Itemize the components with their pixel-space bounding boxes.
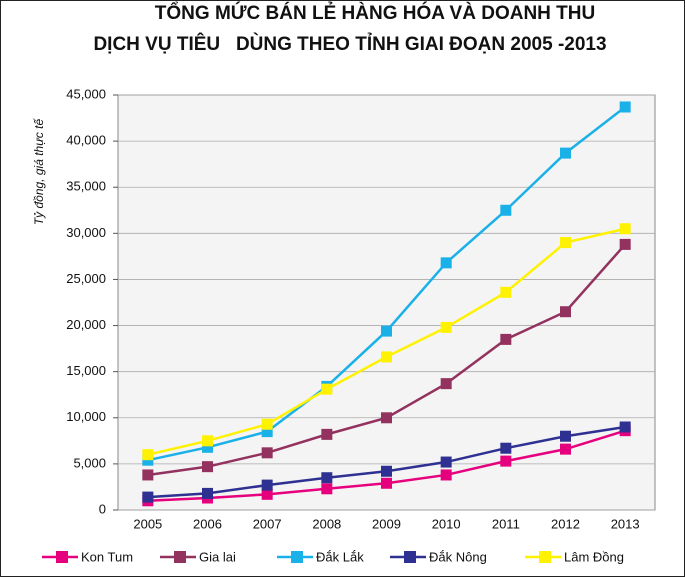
chart-title: DỊCH VỤ TIÊU DÙNG THEO TỈNH GIAI ĐOẠN 20… xyxy=(93,33,606,55)
x-tick-label: 2012 xyxy=(551,516,580,531)
x-tick-label: 2007 xyxy=(253,516,282,531)
point xyxy=(142,469,154,481)
point xyxy=(560,443,571,455)
x-tick-label: 2013 xyxy=(611,516,640,531)
point xyxy=(261,447,273,459)
point xyxy=(440,378,452,390)
point xyxy=(560,147,571,159)
point xyxy=(381,351,392,363)
point xyxy=(500,286,512,298)
legend-marker xyxy=(404,551,416,563)
legend-marker xyxy=(539,551,551,563)
point xyxy=(500,455,512,467)
point xyxy=(440,456,452,468)
legend-marker xyxy=(291,551,303,563)
legend-label: Gia lai xyxy=(199,549,236,564)
point xyxy=(321,472,333,484)
legend-label: Đắk Nông xyxy=(429,549,487,564)
y-tick-label: 15,000 xyxy=(66,363,106,378)
point xyxy=(560,430,571,442)
point xyxy=(500,442,512,454)
legend-label: Đắk Lắk xyxy=(316,549,364,564)
point xyxy=(261,488,273,500)
y-tick-label: 0 xyxy=(99,501,106,516)
point xyxy=(440,257,452,269)
point xyxy=(500,204,512,216)
x-tick-label: 2005 xyxy=(133,516,162,531)
point xyxy=(202,435,213,447)
point xyxy=(142,449,154,461)
chart-title: TỔNG MỨC BÁN LẺ HÀNG HÓA VÀ DOANH THU xyxy=(155,2,595,24)
point xyxy=(619,238,631,250)
point xyxy=(142,491,154,503)
legend-marker xyxy=(174,551,186,563)
legend-marker xyxy=(56,551,68,563)
x-tick-label: 2008 xyxy=(312,516,341,531)
point xyxy=(381,477,392,489)
x-tick-label: 2009 xyxy=(372,516,401,531)
y-tick-label: 10,000 xyxy=(66,409,106,424)
y-tick-label: 20,000 xyxy=(66,317,106,332)
y-axis-label: Tỷ đồng, giá thực tế xyxy=(32,118,46,226)
point xyxy=(381,465,392,477)
point xyxy=(440,321,452,333)
y-tick-label: 35,000 xyxy=(66,179,106,194)
point xyxy=(381,412,392,424)
point xyxy=(261,426,273,438)
point xyxy=(321,428,333,440)
legend-label: Lâm Đồng xyxy=(564,549,624,564)
point xyxy=(261,418,273,430)
x-tick-label: 2006 xyxy=(193,516,222,531)
point xyxy=(440,469,452,481)
point xyxy=(619,223,631,235)
point xyxy=(321,383,333,395)
point xyxy=(202,461,213,473)
y-tick-label: 30,000 xyxy=(66,225,106,240)
point xyxy=(560,306,571,318)
point xyxy=(321,483,333,495)
point xyxy=(560,237,571,249)
point xyxy=(381,325,392,337)
y-tick-label: 25,000 xyxy=(66,271,106,286)
x-tick-label: 2010 xyxy=(432,516,461,531)
y-tick-label: 5,000 xyxy=(73,455,106,470)
point xyxy=(202,487,213,499)
point xyxy=(500,333,512,345)
y-tick-label: 45,000 xyxy=(66,86,106,101)
point xyxy=(261,479,273,491)
point xyxy=(142,454,154,466)
point xyxy=(202,441,213,453)
point xyxy=(619,421,631,433)
point xyxy=(619,101,631,113)
legend-label: Kon Tum xyxy=(81,549,133,564)
x-tick-label: 2011 xyxy=(492,516,520,531)
y-tick-label: 40,000 xyxy=(66,133,106,148)
